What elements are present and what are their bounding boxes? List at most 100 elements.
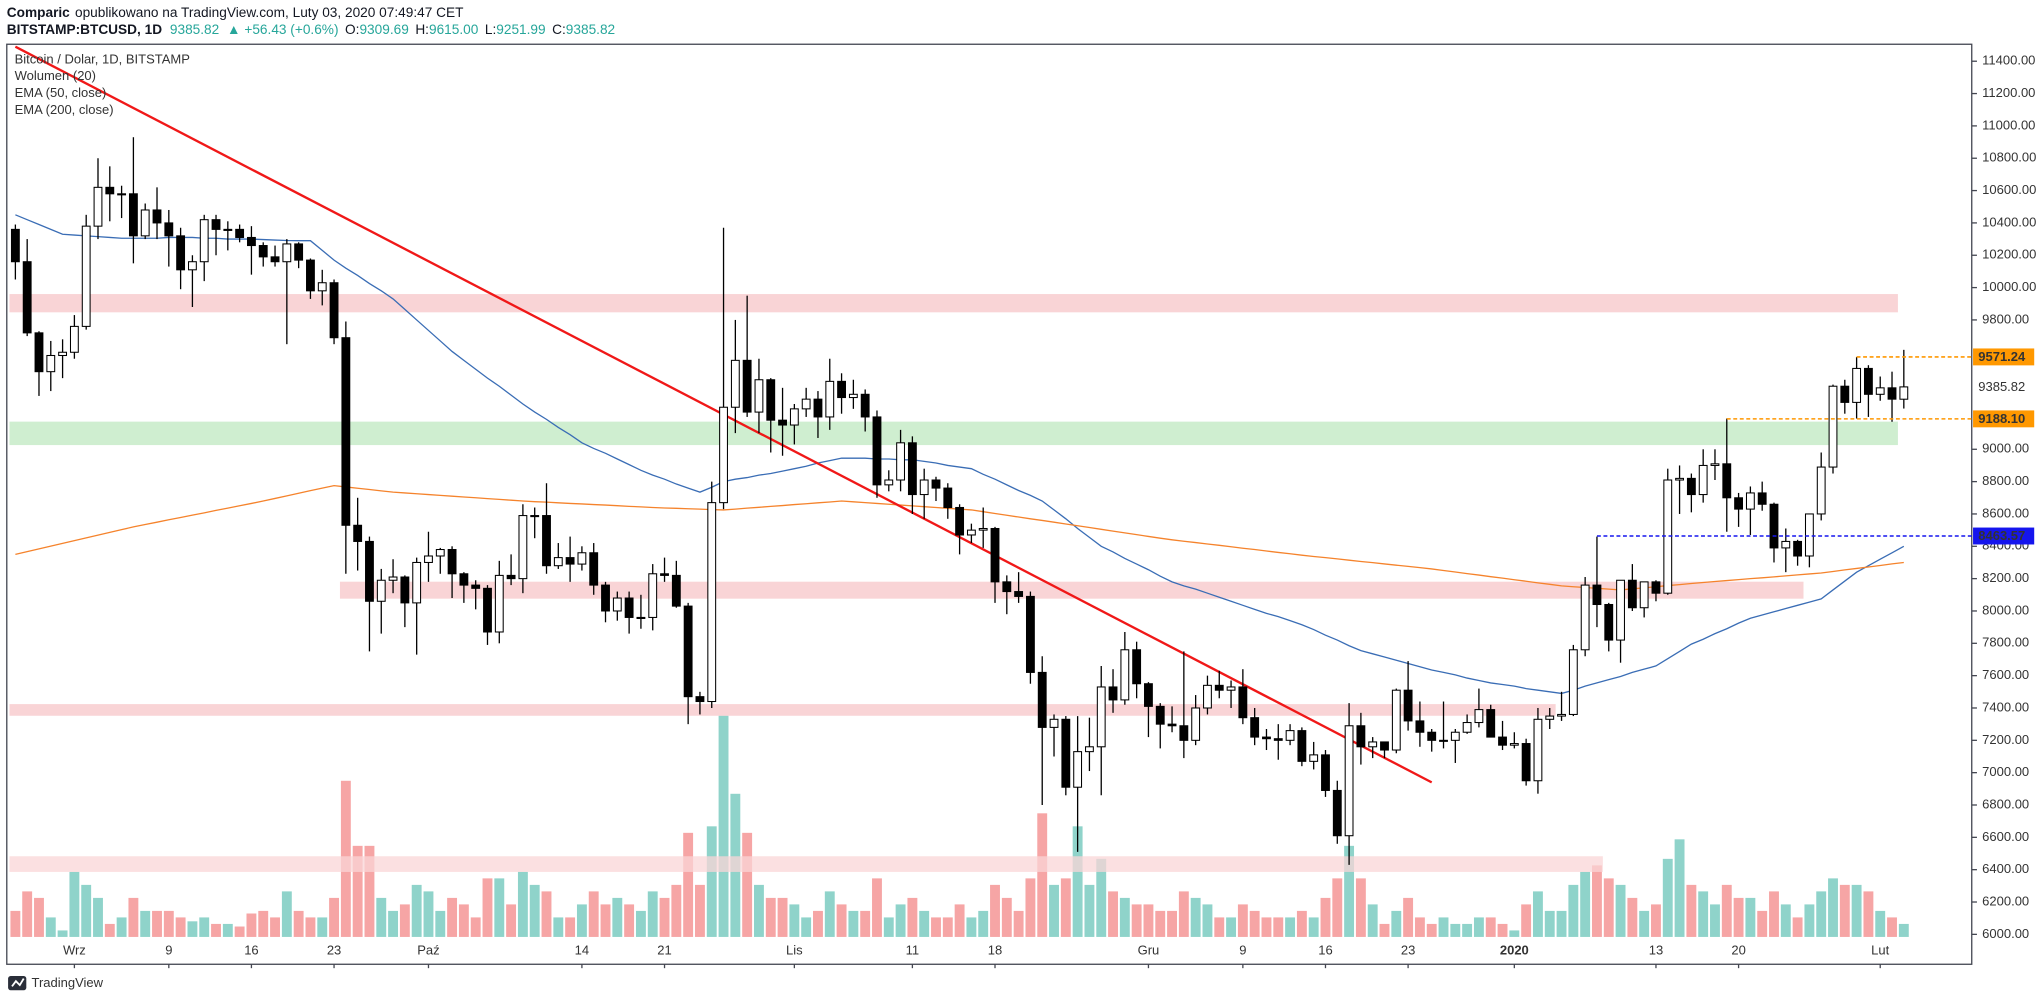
volume-bar: [1391, 910, 1402, 937]
volume-bar: [116, 917, 127, 937]
ohlc-value: 9309.69: [359, 22, 408, 37]
candle-body: [931, 479, 941, 489]
symbol: BITSTAMP:BTCUSD, 1D: [7, 22, 162, 37]
volume-bar: [411, 884, 422, 937]
volume-bar: [978, 910, 989, 937]
volume-bar: [1414, 917, 1425, 937]
volume-bar: [1580, 871, 1591, 937]
candle-body: [1604, 603, 1614, 641]
candle-body: [1533, 718, 1543, 782]
candle-body: [69, 325, 79, 353]
volume-bar: [1497, 923, 1508, 937]
volume-bar: [246, 913, 257, 937]
volume-bar: [1155, 910, 1166, 937]
candle-body: [506, 574, 516, 580]
volume-bar: [659, 897, 670, 937]
candle-body: [223, 228, 233, 231]
candle-body: [1486, 709, 1496, 738]
candle-body: [1580, 584, 1590, 651]
volume-bar: [140, 910, 151, 937]
candle-body: [707, 502, 717, 703]
x-tick-label: 9: [165, 943, 172, 958]
candle-body: [1014, 591, 1024, 597]
candle-body: [778, 419, 787, 426]
volume-bar: [1037, 813, 1048, 937]
volume-bar: [1698, 891, 1709, 937]
volume-bar: [718, 715, 729, 937]
ohlc-key: H:: [415, 22, 429, 37]
candle-body: [1875, 387, 1885, 395]
published: opublikowano na TradingView.com, Luty 03…: [75, 5, 464, 20]
volume-bar: [789, 904, 800, 937]
candle-body: [365, 540, 374, 602]
legend-entry: EMA (50, close): [15, 85, 107, 100]
candle-body: [1592, 584, 1602, 606]
candle-body: [1120, 649, 1130, 701]
volume-bar: [1190, 897, 1201, 937]
candle-layer: [10, 137, 1909, 865]
candle-body: [1450, 731, 1460, 741]
candle-body: [435, 549, 445, 557]
volume-bar: [69, 871, 80, 937]
candle-body: [1285, 730, 1295, 741]
candle-body: [1203, 684, 1212, 709]
candle-body: [1108, 686, 1118, 701]
candle-body: [494, 574, 504, 633]
candle-body: [1380, 741, 1389, 751]
candle-body: [1025, 595, 1035, 673]
candle-body: [235, 228, 245, 238]
level-layer: 9571.24 9188.10 8463.57 9385.82: [1596, 348, 2035, 545]
volume-bar: [1592, 865, 1602, 937]
candle-body: [907, 442, 917, 496]
ema-line: [15, 214, 1905, 695]
volume-bar: [1757, 910, 1768, 937]
volume-bar: [848, 910, 859, 937]
volume-bar: [801, 917, 812, 937]
volume-bar: [1686, 884, 1697, 937]
x-tick-label: Lis: [786, 943, 803, 958]
volume-bar: [647, 891, 658, 937]
candle-body: [317, 282, 327, 292]
candle-body: [813, 398, 823, 418]
candle-body: [1887, 387, 1897, 400]
volume-bar: [494, 878, 505, 937]
candle-body: [671, 574, 681, 607]
candle-body: [1568, 649, 1578, 715]
candle-body: [1722, 463, 1732, 499]
candle-body: [400, 576, 410, 604]
volume-bar: [553, 917, 564, 937]
candle-body: [1757, 492, 1767, 505]
x-tick-label: 9: [1239, 943, 1246, 958]
candle-body: [1840, 385, 1850, 403]
volume-bar: [1237, 904, 1248, 937]
candle-body: [589, 552, 599, 586]
volume-bar: [1839, 884, 1850, 937]
candle-body: [247, 236, 256, 247]
candle-body: [801, 398, 811, 410]
volume-bar: [1828, 878, 1838, 937]
candle-body: [1403, 689, 1413, 722]
volume-bar: [860, 910, 871, 937]
candle-body: [943, 487, 953, 509]
y-tick-label: 10600.00: [1982, 182, 2036, 197]
volume-bar: [34, 897, 44, 937]
volume-bar: [671, 884, 682, 937]
x-tick-label: 14: [575, 943, 589, 958]
volume-bar: [754, 884, 764, 937]
volume-bar: [470, 917, 481, 937]
candle-body: [648, 573, 658, 618]
volume-bar: [1875, 910, 1886, 937]
candle-body: [1781, 540, 1791, 549]
candle-body: [128, 193, 138, 237]
candle-body: [624, 597, 634, 618]
footer-text: TradingView: [32, 975, 104, 990]
candle-body: [1049, 718, 1059, 728]
volume-bar: [1273, 917, 1284, 937]
ohlc-key: L:: [485, 22, 496, 37]
candle-body: [542, 515, 551, 567]
volume-bar: [813, 910, 823, 937]
volume-bar: [1167, 910, 1177, 937]
last-price-tag: [1973, 378, 2035, 396]
volume-bar: [293, 910, 304, 937]
